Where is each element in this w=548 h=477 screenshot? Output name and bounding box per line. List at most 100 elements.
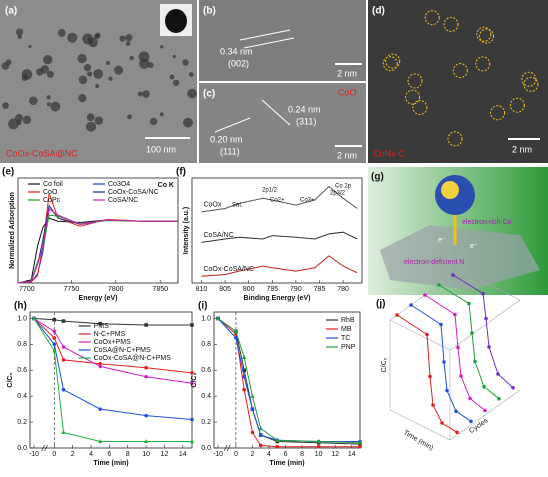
legend-label: TC <box>341 335 350 342</box>
x-axis-label: Time (min) <box>269 460 304 467</box>
x-tick-label: 14 <box>348 451 356 458</box>
single-atom-marker <box>476 26 492 42</box>
particle <box>172 79 180 87</box>
particle <box>43 54 53 65</box>
x-tick-label: 2 <box>250 451 254 458</box>
marker <box>215 316 221 321</box>
y-tick-label: 0.2 <box>201 419 211 426</box>
series-line <box>396 314 458 433</box>
particle <box>83 64 92 72</box>
particle <box>169 74 175 80</box>
x-tick-label: 10 <box>142 451 150 458</box>
panel-label: (e) <box>2 167 14 178</box>
marker <box>61 345 66 349</box>
particle <box>46 95 51 100</box>
y-tick-label: 0.6 <box>201 367 211 374</box>
x-tick-label: 810 <box>196 286 208 293</box>
x-axis-label: Time (min) <box>402 429 434 452</box>
particle <box>8 118 19 130</box>
marker <box>258 433 263 437</box>
legend-label: CoSA/NC <box>108 197 138 204</box>
particle <box>77 53 87 64</box>
fringe-marker <box>261 99 291 126</box>
panel-label: (g) <box>371 172 384 183</box>
legend-label: CoOx+PMS <box>94 339 131 346</box>
marker <box>455 430 459 435</box>
single-atom-marker <box>405 89 421 105</box>
panel-label: (h) <box>14 301 27 312</box>
particle <box>108 76 113 81</box>
spacing-label: 0.20 nm <box>210 134 243 144</box>
single-atom-marker <box>385 53 401 69</box>
annotation: electron-deficient N <box>404 259 464 266</box>
marker <box>409 303 413 307</box>
particle <box>95 84 100 89</box>
particle <box>159 112 164 117</box>
marker <box>190 371 194 375</box>
plot-frame <box>17 177 179 284</box>
series-line <box>201 255 358 277</box>
particle <box>46 102 51 107</box>
single-atom-marker <box>509 97 525 113</box>
single-atom-marker <box>475 56 491 72</box>
curve-label: CoOx-CoSA/NC <box>203 266 254 273</box>
marker <box>52 329 57 334</box>
y-tick-label: 0.8 <box>201 341 211 348</box>
x-axis-label: Time (min) <box>93 460 128 467</box>
particle <box>1 62 10 70</box>
marker <box>190 417 194 422</box>
legend-label: CoPc <box>43 197 61 204</box>
marker <box>242 387 246 392</box>
x-tick-label: 0 <box>52 451 56 458</box>
legend-label: CoSA@N-C+PMS <box>94 347 151 354</box>
marker <box>358 444 362 449</box>
marker <box>190 323 194 327</box>
particle <box>29 96 38 105</box>
particle <box>17 34 22 40</box>
annotation: 2p3/2 <box>330 191 346 197</box>
particle <box>40 65 50 74</box>
marker <box>144 413 148 418</box>
marker <box>459 374 463 378</box>
marker <box>469 419 473 424</box>
particle <box>182 59 189 66</box>
particle <box>187 88 197 99</box>
marker <box>357 440 363 445</box>
particle <box>22 115 32 125</box>
sample-label: CoNx-C <box>373 148 406 158</box>
marker <box>482 384 486 389</box>
marker <box>98 439 103 444</box>
particle <box>16 120 22 126</box>
single-atom-marker <box>523 76 539 92</box>
annotation: 2p1/2 <box>262 188 278 194</box>
marker <box>242 368 246 373</box>
spacing-label: 0.34 nm <box>220 46 253 56</box>
y-axis-label: C/C₀ <box>381 357 388 372</box>
x-tick-label: 8 <box>126 451 130 458</box>
y-tick-label: 0.2 <box>17 419 27 426</box>
series-line <box>438 284 500 400</box>
marker <box>143 439 149 444</box>
marker <box>52 317 57 322</box>
y-axis-label: C/C₀ <box>7 372 14 387</box>
series-line <box>17 193 178 284</box>
legend-label: CoOx-CoSA/NC <box>108 189 159 196</box>
x-tick-label: 10 <box>315 451 323 458</box>
single-atom-marker <box>447 131 463 147</box>
marker <box>52 336 57 340</box>
panel-label: (c) <box>203 89 215 100</box>
x-tick-label: 805 <box>219 286 231 293</box>
marker <box>423 293 427 297</box>
x-tick-label: 8 <box>300 451 304 458</box>
marker <box>190 381 194 386</box>
particle <box>67 32 78 43</box>
annotation: Co3+ <box>300 198 315 204</box>
marker <box>425 332 429 337</box>
marker <box>144 365 148 370</box>
x-tick-label: 14 <box>179 451 187 458</box>
marker <box>242 374 246 379</box>
x-tick-label: -10 <box>29 451 39 458</box>
marker <box>144 323 148 327</box>
plot-frame <box>191 177 363 284</box>
marker <box>234 336 238 340</box>
